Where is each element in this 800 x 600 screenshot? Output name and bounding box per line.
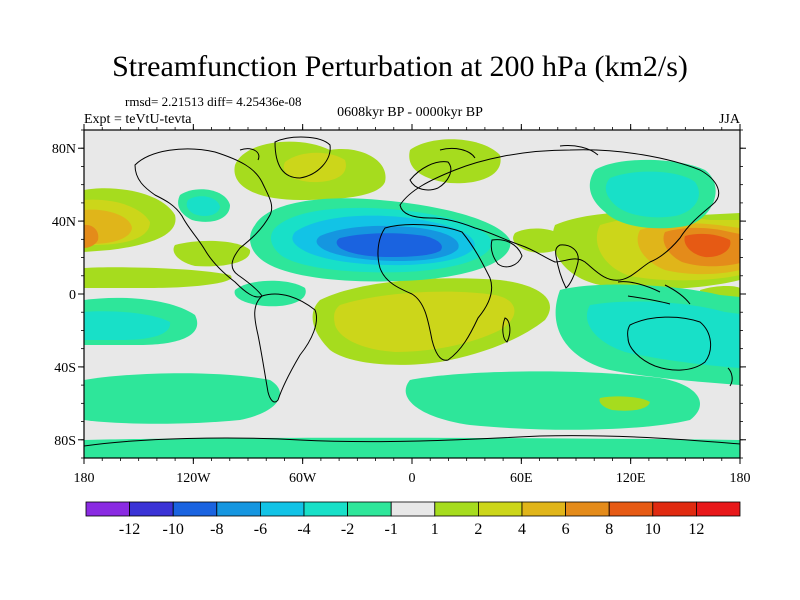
colorbar-swatch (303, 501, 348, 517)
negative-region (599, 396, 650, 411)
positive-region (334, 291, 515, 352)
colorbar-label: -12 (119, 521, 140, 538)
negative-region (186, 196, 220, 216)
north-america-coastline (134, 148, 273, 298)
colorbar-swatch (434, 501, 479, 517)
colorbar-label: -1 (385, 521, 398, 538)
coastlines (84, 136, 740, 447)
period-label: 0608kyr BP - 0000kyr BP (337, 105, 483, 120)
latitude-tick-label: 40S (54, 361, 76, 376)
antarctica-coastline (84, 435, 740, 447)
latitude-tick-label: 80S (54, 434, 76, 449)
arctic-islands (239, 145, 599, 161)
colorbar-swatch (565, 501, 610, 517)
colorbar-label: 1 (431, 521, 439, 538)
experiment-label: Expt = teVtU-tevta (84, 112, 192, 127)
colorbar-label: -6 (254, 521, 267, 538)
positive-region (173, 240, 251, 267)
south-america-coastline (254, 293, 317, 403)
longitude-tick-label: 0 (409, 471, 416, 486)
colorbar-swatch (652, 501, 697, 517)
longitude-tick-label: 60E (510, 471, 533, 486)
colorbar-swatch (85, 501, 130, 517)
madagascar-coastline (502, 317, 511, 343)
colorbar-label: 6 (562, 521, 570, 538)
colorbar: -12 -10 -8 -6 -4 -2 -1 1 2 4 6 8 10 12 (85, 501, 741, 538)
positive-region (283, 152, 346, 183)
colorbar-swatch (172, 501, 218, 517)
india-coastline (555, 244, 579, 289)
map-title: Streamfunction Perturbation at 200 hPa (… (112, 50, 688, 83)
latitude-tick-label: 0 (69, 288, 76, 303)
negative-region (234, 280, 306, 307)
greenland-coastline (274, 136, 331, 179)
europe-scandinavia (409, 161, 452, 191)
negative-region (336, 233, 442, 257)
colorbar-label: 10 (645, 521, 661, 538)
longitude-tick-label: 180 (74, 471, 95, 486)
longitude-tick-label: 180 (730, 471, 751, 486)
negative-region (605, 171, 699, 218)
colorbar-swatch (129, 501, 174, 517)
map-field (84, 130, 740, 458)
arabia-coastline (490, 239, 523, 268)
colorbar-label: -10 (163, 521, 184, 538)
eurasia-coastline (399, 149, 720, 281)
colorbar-swatch (216, 501, 261, 517)
colorbar-label: 8 (605, 521, 613, 538)
colorbar-swatch (696, 501, 741, 517)
longitude-tick-label: 120E (616, 471, 646, 486)
negative-region (84, 373, 280, 424)
colorbar-label: -8 (210, 521, 223, 538)
colorbar-swatch (608, 501, 654, 517)
negative-region (586, 301, 740, 368)
latitude-tick-label: 40N (52, 215, 76, 230)
colorbar-label: 4 (518, 521, 526, 538)
longitude-axis: 180 120W 60W 0 60E 120E 180 (74, 124, 751, 486)
colorbar-swatch (259, 501, 305, 517)
statistics-text: rmsd= 2.21513 diff= 4.25436e-08 (125, 94, 302, 109)
positive-region (84, 267, 232, 288)
new-zealand-coastline (727, 367, 733, 387)
colorbar-label: 12 (688, 521, 704, 538)
longitude-tick-label: 120W (176, 471, 211, 486)
season-label: JJA (718, 112, 740, 127)
latitude-axis: 80N 40N 0 40S 80S (52, 129, 746, 459)
colorbar-label: 2 (474, 521, 482, 538)
negative-region (84, 437, 740, 458)
colorbar-swatch (347, 501, 392, 517)
colorbar-swatch (390, 501, 436, 517)
negative-region (405, 371, 700, 430)
colorbar-swatch (477, 501, 523, 517)
positive-region (684, 233, 731, 258)
colorbar-swatch (521, 501, 566, 517)
negative-region (84, 311, 171, 340)
longitude-tick-label: 60W (289, 471, 317, 486)
positive-region (409, 139, 501, 184)
africa-coastline (377, 224, 493, 361)
southeast-asia-islands (617, 281, 691, 305)
colorbar-label: -2 (341, 521, 354, 538)
colorbar-label: -4 (297, 521, 310, 538)
australia-coastline (627, 316, 712, 371)
latitude-tick-label: 80N (52, 142, 76, 157)
positive-region (84, 224, 99, 248)
positive-region (513, 228, 565, 253)
